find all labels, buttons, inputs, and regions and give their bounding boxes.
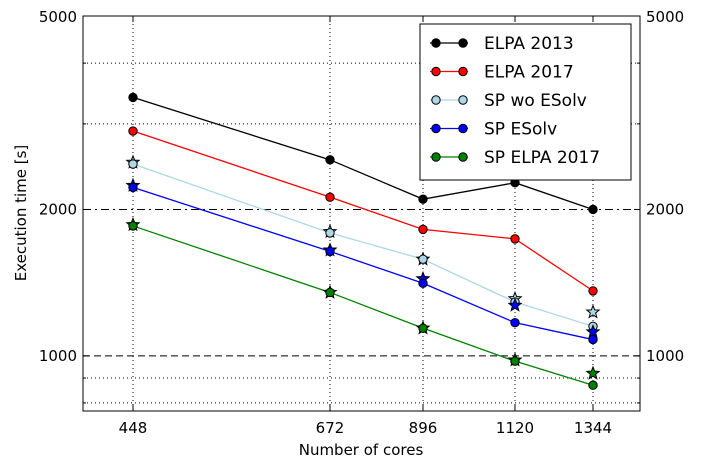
data-point: [510, 317, 520, 328]
data-point: [325, 246, 335, 257]
data-point: [418, 254, 428, 264]
legend-marker: [431, 123, 441, 134]
legend-marker: [458, 95, 468, 105]
x-tick-label: 1120: [496, 419, 534, 437]
series-elpa-2013: [128, 92, 598, 215]
data-point: [418, 194, 428, 204]
series-sp-wo-esolv: [125, 154, 601, 332]
legend-marker: [431, 66, 441, 77]
data-point: [588, 286, 598, 296]
data-point: [128, 92, 138, 103]
data-point: [128, 182, 138, 193]
data-point: [325, 287, 335, 298]
legend-box: [419, 23, 632, 181]
data-point: [128, 159, 138, 169]
y-tick-label-right: 2000: [646, 200, 684, 218]
y-tick-label-right: 1000: [646, 347, 684, 365]
series-sp-elpa-2017: [125, 216, 601, 390]
x-tick-label: 448: [119, 419, 148, 437]
x-tick-label: 1344: [574, 419, 612, 437]
data-point: [418, 278, 428, 288]
data-point: [128, 221, 138, 231]
y-tick-label-left: 1000: [39, 347, 77, 365]
star-marker: [585, 304, 601, 319]
data-point: [128, 126, 138, 136]
data-point: [588, 380, 598, 390]
star-marker: [585, 365, 601, 380]
legend-label: SP ELPA 2017: [484, 148, 600, 168]
data-point: [418, 323, 428, 333]
y-axis-label: Execution time [s]: [12, 145, 30, 282]
legend-marker: [431, 152, 441, 162]
x-tick-label: 896: [409, 419, 438, 437]
legend-label: ELPA 2013: [484, 34, 574, 54]
data-point: [588, 204, 598, 215]
plot-frame: [82, 15, 641, 412]
data-point: [510, 356, 520, 366]
legend-item: ELPA 2013: [430, 34, 574, 54]
x-axis-label: Number of cores: [299, 441, 424, 459]
series-sp-esolv: [125, 177, 601, 345]
legend-marker: [458, 152, 468, 162]
data-point: [510, 234, 520, 244]
y-tick-label-left: 5000: [39, 8, 77, 26]
series-line: [132, 186, 594, 341]
data-point: [325, 192, 335, 202]
legend-marker: [458, 66, 468, 77]
data-point: [588, 334, 598, 345]
y-tick-label-left: 2000: [39, 200, 77, 218]
legend-marker: [431, 38, 441, 48]
series-line: [132, 225, 594, 386]
legend-label: SP wo ESolv: [484, 91, 587, 111]
legend-item: SP ELPA 2017: [430, 148, 600, 168]
series-elpa-2017: [128, 126, 598, 296]
axis-ticks: 448 672 896 1120 1344 1000 1000 2000 2000 5000 500…: [39, 8, 684, 437]
legend-marker: [458, 123, 468, 134]
legend-marker: [431, 95, 441, 105]
reference-lines: [83, 208, 640, 357]
legend-label: SP ESolv: [484, 120, 557, 140]
star-marker: [585, 324, 601, 339]
x-tick-label: 672: [316, 419, 345, 437]
legend-item: SP wo ESolv: [430, 91, 587, 111]
data-point: [325, 228, 335, 238]
legend-item: SP ESolv: [430, 120, 557, 140]
legend-item: ELPA 2017: [430, 63, 574, 83]
series-layer: [125, 92, 601, 390]
star-marker: [507, 297, 523, 312]
legend-label: ELPA 2017: [484, 63, 574, 83]
legend: ELPA 2013 ELPA 2017 SP wo ESolv SP ESolv SP …: [419, 23, 632, 181]
data-point: [418, 224, 428, 235]
data-point: [325, 155, 335, 165]
legend-marker: [458, 38, 468, 48]
y-tick-label-right: 5000: [646, 8, 684, 26]
